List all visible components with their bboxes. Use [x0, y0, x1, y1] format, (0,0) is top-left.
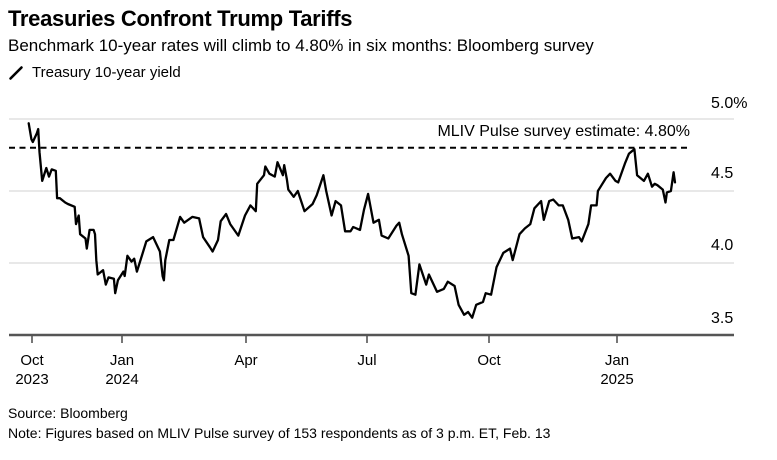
line-series-icon	[9, 65, 23, 80]
x-axis-label-oct-2023: Oct 2023	[15, 352, 49, 388]
legend-label: Treasury 10-year yield	[32, 64, 181, 81]
chart-title: Treasuries Confront Trump Tariffs	[8, 6, 353, 31]
source-label: Source: Bloomberg	[8, 405, 128, 421]
x-axis-ticks	[31, 335, 618, 343]
survey-estimate-label: MLIV Pulse survey estimate: 4.80%	[437, 123, 690, 140]
x-axis-label-jul: Jul	[357, 352, 377, 369]
footer: Source: Bloomberg Note: Figures based on…	[8, 403, 550, 443]
legend: Treasury 10-year yield	[8, 64, 181, 81]
x-axis-label-jan-2024: Jan 2024	[105, 352, 139, 388]
x-axis-label-apr: Apr	[234, 352, 258, 369]
chart-subtitle: Benchmark 10-year rates will climb to 4.…	[8, 36, 594, 55]
note-label: Note: Figures based on MLIV Pulse survey…	[8, 425, 551, 441]
x-axis-label-oct: Oct	[477, 352, 501, 369]
yield-line	[27, 122, 677, 319]
y-axis-label-4.5: 4.5	[711, 165, 734, 182]
y-axis-label-4.0: 4.0	[711, 237, 734, 254]
y-axis-label-3.5: 3.5	[711, 310, 734, 327]
x-axis-label-jan-2025: Jan 2025	[600, 352, 634, 388]
y-axis-label-5.0: 5.0%	[711, 95, 748, 112]
